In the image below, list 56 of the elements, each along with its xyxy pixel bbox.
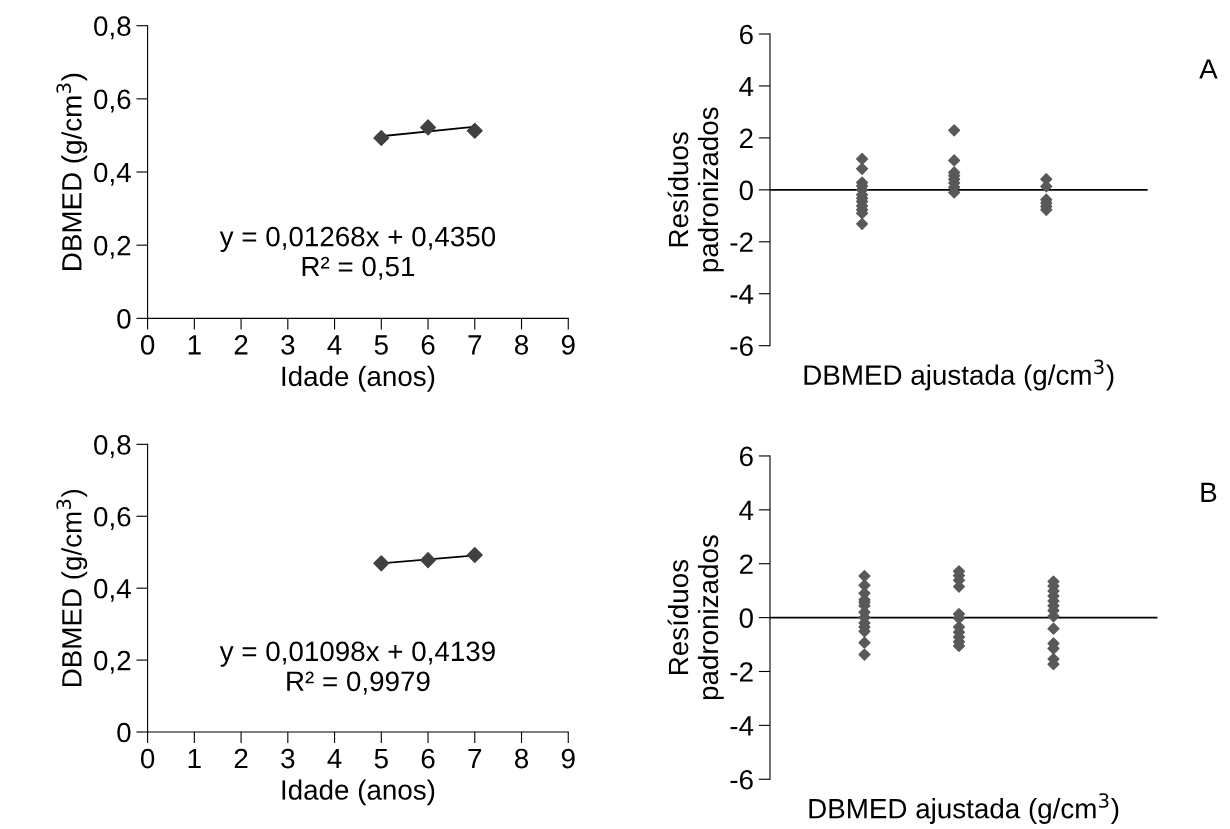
y-tick-label: -6 bbox=[730, 769, 753, 790]
text: A bbox=[1199, 59, 1218, 79]
y-tick-label: 0,4 bbox=[94, 578, 131, 602]
y-tick-label: 0 bbox=[739, 608, 753, 628]
y-tick-label: 4 bbox=[739, 76, 754, 96]
x-tick-label: 8 bbox=[515, 335, 529, 355]
x-tick-label: 5 bbox=[374, 749, 388, 769]
y-tick-label: 6 bbox=[739, 24, 753, 45]
y-tick-label: 0 bbox=[117, 722, 131, 743]
x-tick-label: 5 bbox=[374, 335, 388, 355]
y-axis-title: Resíduos padronizados bbox=[667, 535, 724, 700]
x-tick-label: 4 bbox=[327, 335, 342, 355]
y-tick-label: 0,2 bbox=[94, 650, 131, 674]
x-tick-label: 7 bbox=[468, 749, 482, 769]
text: B bbox=[1201, 482, 1217, 502]
y-tick-label: 2 bbox=[739, 554, 753, 574]
x-tick-label: 2 bbox=[234, 335, 248, 355]
x-axis-title: DBMED ajustada (g/cm$^{3}$) bbox=[809, 793, 1119, 824]
y-tick-label: 0 bbox=[117, 309, 131, 329]
y-axis-title: Resíduos padronizados bbox=[667, 107, 724, 272]
x-tick-label: 1 bbox=[188, 335, 201, 355]
x-tick-label: 6 bbox=[421, 748, 435, 769]
y-tick-label: -4 bbox=[730, 284, 754, 304]
y-axis-title: DBMED (g/cm$^{3}$) bbox=[56, 73, 88, 270]
y-tick-label: -2 bbox=[730, 662, 753, 682]
y-tick-label: 6 bbox=[739, 446, 753, 467]
y-tick-label: 2 bbox=[739, 128, 753, 148]
annotation: y = 0,01268x + 0,4350 R² = 0,51 bbox=[219, 226, 496, 280]
x-tick-label: 3 bbox=[281, 335, 295, 355]
x-tick-label: 7 bbox=[468, 335, 482, 355]
y-tick-label: 0,8 bbox=[94, 435, 131, 458]
y-tick-label: -4 bbox=[730, 716, 754, 736]
y-axis-title: DBMED (g/cm$^{3}$) bbox=[56, 489, 88, 687]
y-tick-label: 0,6 bbox=[94, 506, 131, 530]
x-tick-label: 0 bbox=[140, 748, 155, 769]
y-tick-label: 4 bbox=[739, 500, 754, 520]
y-tick-label: 0 bbox=[739, 180, 753, 201]
x-tick-label: 0 bbox=[140, 335, 155, 355]
y-tick-label: 0,8 bbox=[94, 16, 131, 40]
y-tick-label: 0,2 bbox=[94, 235, 131, 259]
x-tick-label: 6 bbox=[421, 335, 435, 355]
y-tick-label: -6 bbox=[730, 336, 753, 357]
x-tick-label: 3 bbox=[281, 748, 295, 769]
x-tick-label: 8 bbox=[515, 748, 529, 769]
x-axis-title: Idade (anos) bbox=[282, 365, 435, 392]
x-tick-label: 1 bbox=[188, 749, 201, 769]
x-tick-label: 2 bbox=[234, 748, 248, 769]
x-tick-label: 9 bbox=[561, 748, 575, 769]
annotation: y = 0,01098x + 0,4139 R² = 0,9979 bbox=[219, 641, 495, 695]
y-tick-label: 0,6 bbox=[94, 89, 131, 113]
x-axis-title: Idade (anos) bbox=[282, 779, 435, 806]
x-tick-label: 4 bbox=[327, 749, 342, 769]
x-tick-label: 9 bbox=[561, 335, 575, 355]
y-tick-label: -2 bbox=[730, 232, 753, 252]
x-axis-title: DBMED ajustada (g/cm$^{3}$) bbox=[804, 359, 1114, 391]
y-tick-label: 0,4 bbox=[94, 162, 131, 186]
